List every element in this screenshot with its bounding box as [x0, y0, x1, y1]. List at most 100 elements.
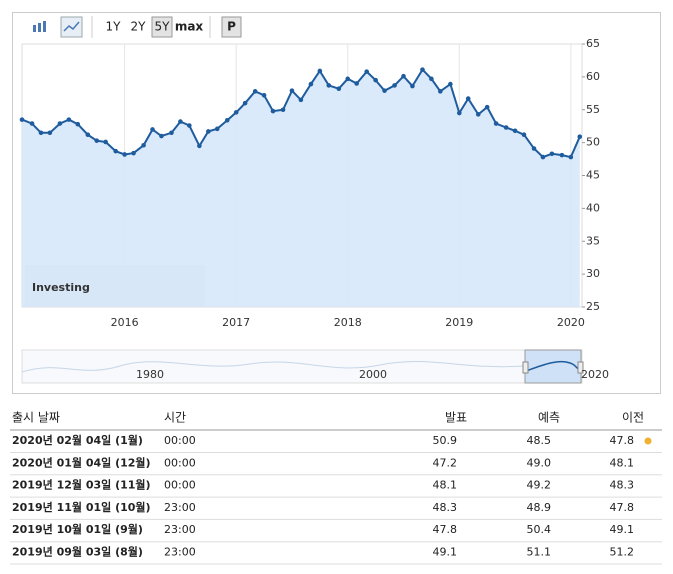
navigator-handle[interactable] [522, 361, 529, 374]
release-date: 2020년 02월 04일 (1월) [12, 433, 143, 447]
table-cell: 48.1 [610, 456, 635, 469]
table-cell: 48.9 [527, 501, 552, 514]
point [197, 143, 202, 149]
point [364, 69, 370, 74]
x-tick-label: 2016 [111, 316, 139, 329]
table-cell: 49.1 [433, 546, 458, 559]
range-button[interactable]: max [175, 20, 204, 34]
navigator-handle[interactable] [577, 361, 584, 374]
point [75, 121, 81, 127]
table-cell: 51.1 [527, 546, 552, 559]
point [298, 97, 304, 103]
point [224, 117, 230, 123]
point [178, 119, 183, 124]
point [85, 132, 91, 138]
point [252, 89, 258, 94]
navigator-window-line [525, 360, 581, 372]
point [57, 121, 63, 126]
range-active [151, 16, 173, 38]
point [289, 88, 295, 93]
table-cell: 23:00 [164, 546, 196, 559]
point [270, 108, 276, 114]
point [410, 83, 415, 89]
table-header: 발표 [445, 411, 467, 425]
point [448, 81, 453, 87]
point [373, 77, 378, 83]
point [242, 100, 248, 106]
table-cell: 00:00 [164, 479, 196, 492]
print-button[interactable] [221, 16, 242, 38]
y-tick-label: 30 [586, 267, 600, 280]
point [401, 73, 406, 79]
point [512, 128, 518, 134]
point [345, 76, 351, 82]
watermark-brand: Investing [32, 281, 90, 294]
y-tick-label: 60 [586, 70, 600, 83]
point [131, 150, 136, 156]
navigator-label: 2020 [581, 368, 609, 381]
table-cell: 51.2 [610, 546, 635, 559]
point [66, 117, 72, 122]
release-date: 2019년 10월 01일 (9월) [12, 522, 143, 536]
point [141, 142, 146, 148]
navigator-line [21, 361, 526, 373]
point [475, 112, 481, 117]
y-tick-label: 45 [586, 169, 600, 182]
range-button[interactable]: 2Y [131, 20, 147, 34]
x-tick-label: 2020 [557, 316, 585, 329]
table-header: 출시 날짜 [12, 411, 60, 425]
point [326, 83, 332, 88]
table-cell: 48.3 [433, 501, 458, 514]
release-date: 2019년 09월 03일 (8월) [12, 545, 143, 559]
point [531, 146, 537, 151]
release-date: 2019년 12월 03일 (11월) [12, 478, 151, 492]
point [420, 67, 425, 72]
point [308, 81, 314, 87]
x-tick-label: 2018 [334, 316, 362, 329]
point [549, 151, 555, 157]
point [159, 133, 164, 139]
bar-icon[interactable] [33, 21, 46, 32]
point [19, 117, 25, 122]
point [577, 134, 583, 140]
print-label: P [227, 20, 236, 34]
point [493, 121, 499, 126]
point [205, 129, 211, 134]
table-cell: 50.4 [527, 523, 552, 536]
point [456, 110, 462, 116]
point [438, 89, 443, 94]
point [47, 130, 53, 136]
x-tick-label: 2017 [222, 316, 250, 329]
point [429, 76, 434, 82]
point [503, 125, 509, 130]
table-header: 시간 [164, 411, 186, 425]
release-date: 2020년 01월 04일 (12월) [12, 455, 151, 469]
y-tick-label: 50 [586, 136, 600, 149]
alert-dot [644, 437, 652, 445]
point [392, 83, 397, 88]
point [484, 104, 490, 110]
point [568, 154, 574, 160]
table-cell: 49.0 [527, 456, 552, 469]
table-cell: 47.2 [433, 456, 458, 469]
y-tick-label: 40 [586, 201, 600, 214]
area [22, 69, 580, 307]
range-button[interactable]: 5Y [155, 20, 171, 34]
range-button[interactable]: 1Y [106, 20, 122, 34]
point [280, 107, 286, 113]
table-cell: 23:00 [164, 501, 196, 514]
table-cell: 00:00 [164, 456, 196, 469]
navigator-window[interactable] [524, 349, 582, 384]
y-tick-label: 55 [586, 103, 600, 116]
point [113, 148, 119, 154]
table-cell: 47.8 [610, 501, 635, 514]
table-header: 예측 [538, 411, 560, 425]
point [29, 121, 35, 126]
point [214, 126, 220, 132]
point [521, 132, 527, 138]
table-cell: 00:00 [164, 434, 196, 447]
y-tick-label: 35 [586, 234, 600, 247]
point [540, 154, 546, 160]
y-tick-label: 25 [586, 300, 600, 313]
